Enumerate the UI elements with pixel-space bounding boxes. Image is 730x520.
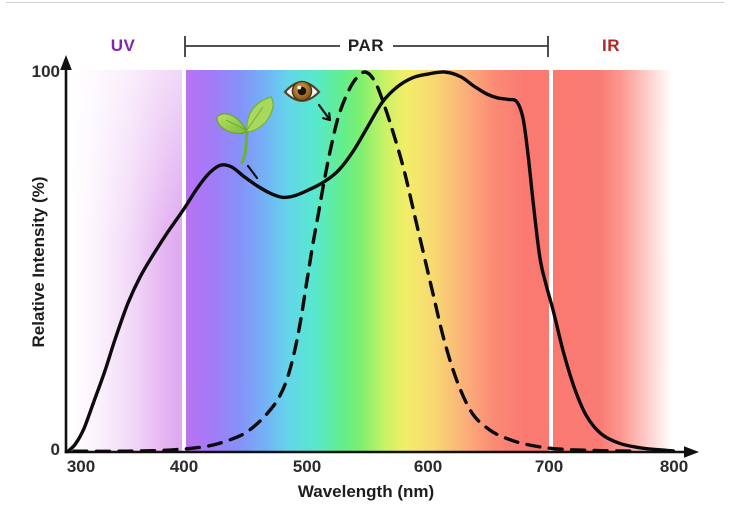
par-boundary-line-700nm (549, 70, 553, 452)
x-tick-800: 800 (659, 457, 689, 476)
seedling-icon (216, 96, 274, 165)
plant-response-curve (66, 70, 675, 454)
x-tick-400: 400 (169, 457, 199, 476)
seedling-pointer-line (246, 164, 259, 180)
y-axis-arrow (60, 55, 72, 70)
par-boundary-line-400nm (182, 70, 186, 452)
x-tick-700: 700 (534, 457, 564, 476)
par-region-label: PAR (347, 36, 385, 55)
top-border-line (6, 2, 724, 3)
x-axis-title: Wavelength (nm) (297, 482, 435, 501)
y-tick-100: 100 (31, 62, 60, 81)
x-tick-500: 500 (292, 457, 322, 476)
eye-pointer-arrow (317, 103, 332, 122)
x-axis-arrow (684, 446, 699, 458)
eye-icon (283, 80, 321, 102)
x-tick-300: 300 (66, 457, 96, 476)
x-tick-600: 600 (413, 457, 443, 476)
y-tick-0: 0 (50, 440, 60, 459)
ir-region-label: IR (602, 36, 620, 55)
axes (60, 55, 699, 458)
par-bracket (184, 36, 549, 57)
uv-region-label: UV (110, 36, 136, 55)
eye-sensitivity-curve (72, 70, 636, 453)
